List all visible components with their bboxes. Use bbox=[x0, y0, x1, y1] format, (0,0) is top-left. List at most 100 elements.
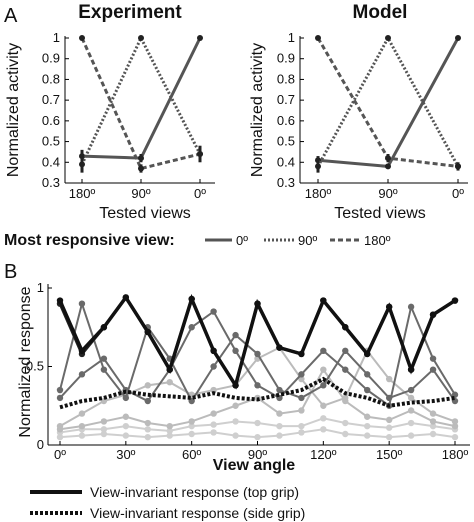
neuron-point-2 bbox=[364, 371, 371, 378]
neuron-point-3 bbox=[342, 394, 349, 402]
neuron-point-6 bbox=[276, 432, 283, 439]
neuron-point-5 bbox=[144, 426, 151, 433]
neuron-point-4 bbox=[385, 416, 393, 424]
neuron-point-5 bbox=[100, 426, 108, 433]
y-tick-label-experiment: 1 bbox=[53, 30, 60, 45]
neuron-point-3 bbox=[385, 375, 393, 383]
neuron-point-6 bbox=[342, 430, 349, 438]
legend-label-0: 0º bbox=[236, 233, 248, 248]
view-invariant-top-grip-point bbox=[188, 295, 195, 303]
neuron-point-6 bbox=[188, 430, 195, 438]
series-line-model-2 bbox=[316, 37, 459, 168]
neuron-point-4 bbox=[166, 422, 173, 430]
data-point-experiment bbox=[138, 35, 144, 41]
view-invariant-top-grip-point bbox=[100, 324, 108, 331]
neuron-point-1 bbox=[254, 382, 261, 389]
neuron-point-3 bbox=[451, 418, 459, 425]
neuron-point-5 bbox=[364, 422, 371, 430]
view-invariant-top-grip-point bbox=[166, 366, 173, 373]
neuron-point-5 bbox=[188, 422, 195, 430]
data-point-model bbox=[455, 35, 461, 41]
neuron-point-1 bbox=[144, 397, 151, 405]
neuron-point-4 bbox=[78, 422, 86, 430]
neuron-point-3 bbox=[407, 394, 415, 402]
chart-title-experiment: Experiment bbox=[78, 2, 182, 23]
view-invariant-top-grip-point bbox=[56, 297, 64, 304]
neuron-point-5 bbox=[254, 419, 261, 427]
legend-label-side-grip: View-invariant response (side grip) bbox=[90, 505, 305, 521]
neuron-point-2 bbox=[232, 331, 239, 339]
y-tick-label-experiment: 0.8 bbox=[42, 71, 60, 86]
y-tick-label-model: 0.6 bbox=[277, 113, 295, 128]
neuron-point-4 bbox=[364, 413, 371, 420]
view-invariant-top-grip-point bbox=[122, 294, 130, 301]
neuron-point-1 bbox=[364, 386, 371, 394]
neuron-point-3 bbox=[78, 410, 86, 417]
neuron-point-4 bbox=[407, 407, 415, 414]
neuron-point-6 bbox=[122, 432, 130, 439]
view-invariant-top-grip-point bbox=[144, 328, 151, 336]
neuron-point-3 bbox=[144, 382, 151, 389]
data-point-model bbox=[385, 163, 391, 170]
data-point-experiment bbox=[197, 151, 203, 157]
neuron-point-6 bbox=[210, 429, 217, 436]
y-tick-label-b: 0 bbox=[37, 437, 44, 452]
neuron-point-5 bbox=[385, 424, 393, 431]
neuron-point-4 bbox=[276, 410, 283, 417]
neuron-point-1 bbox=[429, 355, 437, 362]
x-tick-label-experiment: 180º bbox=[69, 186, 96, 201]
neuron-point-5 bbox=[407, 419, 415, 427]
neuron-point-5 bbox=[276, 422, 283, 430]
data-point-experiment bbox=[197, 35, 203, 41]
series-line-experiment-1 bbox=[80, 34, 202, 165]
y-axis-label-experiment: Normalized activity bbox=[5, 43, 22, 177]
view-invariant-top-grip-point bbox=[407, 366, 415, 373]
view-invariant-top-grip-point bbox=[232, 382, 239, 389]
neuron-point-6 bbox=[100, 430, 108, 438]
neuron-point-6 bbox=[451, 433, 459, 441]
chart-title-model: Model bbox=[353, 2, 408, 23]
plot-area-b: 0 0.5 1 0º 30º 60º 90º 120º 150º 180º bbox=[26, 280, 470, 462]
neuron-point-1 bbox=[78, 371, 86, 378]
plot-area-experiment: 0.3 0.4 0.5 0.6 0.7 0.8 0.9 1 180º 90º 0º bbox=[42, 30, 215, 201]
neuron-point-6 bbox=[385, 433, 393, 441]
neuron-point-1 bbox=[100, 355, 108, 362]
neuron-point-6 bbox=[298, 429, 305, 436]
y-tick-label-b: 1 bbox=[37, 280, 44, 295]
x-tick-label-b: 0º bbox=[54, 447, 66, 462]
neuron-point-2 bbox=[210, 363, 217, 370]
x-tick-label-b: 60º bbox=[182, 447, 201, 462]
y-axis-label-model: Normalized activity bbox=[249, 43, 266, 177]
x-tick-label-b: 90º bbox=[248, 447, 267, 462]
x-tick-label-b: 150º bbox=[376, 447, 403, 462]
y-tick-label-experiment: 0.9 bbox=[42, 51, 60, 66]
neuron-point-6 bbox=[364, 432, 371, 439]
neuron-point-1 bbox=[232, 347, 239, 354]
y-tick-label-experiment: 0.7 bbox=[42, 92, 60, 107]
neuron-point-2 bbox=[320, 382, 327, 389]
view-invariant-top-grip-point bbox=[78, 347, 86, 354]
neuron-point-4 bbox=[122, 413, 130, 420]
neuron-point-1 bbox=[342, 366, 349, 373]
neuron-point-5 bbox=[298, 422, 305, 430]
y-axis-label-b: Normalized response bbox=[17, 286, 34, 437]
x-tick-label-experiment: 0º bbox=[194, 186, 206, 201]
chart-experiment: Experiment Normalized activity Tested vi… bbox=[5, 2, 215, 222]
chart-model: Model Normalized activity Tested views 0… bbox=[249, 2, 468, 222]
neuron-point-3 bbox=[166, 379, 173, 386]
neuron-point-3 bbox=[320, 402, 327, 409]
neuron-point-2 bbox=[100, 366, 108, 373]
plot-area-model: 0.3 0.4 0.5 0.6 0.7 0.8 0.9 1 180º 90º 0º bbox=[277, 30, 468, 201]
view-invariant-top-grip-point bbox=[276, 344, 283, 351]
x-axis-label-experiment: Tested views bbox=[99, 205, 191, 222]
x-tick-label-model: 90º bbox=[378, 186, 397, 201]
neuron-point-3 bbox=[56, 422, 64, 430]
neuron-point-2 bbox=[407, 386, 415, 394]
legend-label-180: 180º bbox=[364, 233, 391, 248]
y-tick-label-model: 0.5 bbox=[277, 134, 295, 149]
y-tick-label-model: 0.4 bbox=[277, 154, 295, 169]
neuron-point-6 bbox=[166, 432, 173, 439]
neuron-point-5 bbox=[232, 418, 239, 425]
